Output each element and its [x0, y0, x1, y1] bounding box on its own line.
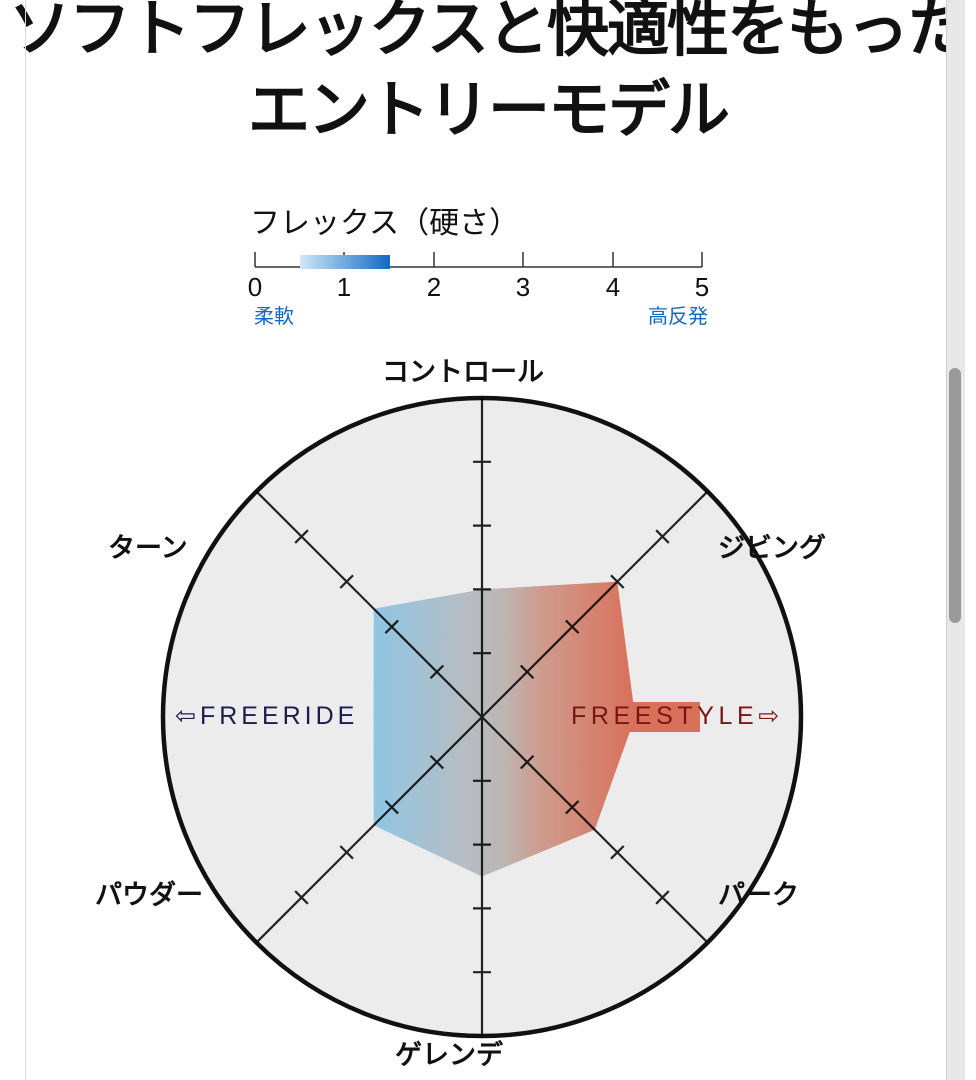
svg-text:3: 3	[516, 272, 530, 302]
svg-text:2: 2	[427, 272, 441, 302]
svg-text:5: 5	[695, 272, 709, 302]
svg-text:1: 1	[337, 272, 351, 302]
svg-text:0: 0	[248, 272, 262, 302]
svg-text:4: 4	[606, 272, 620, 302]
